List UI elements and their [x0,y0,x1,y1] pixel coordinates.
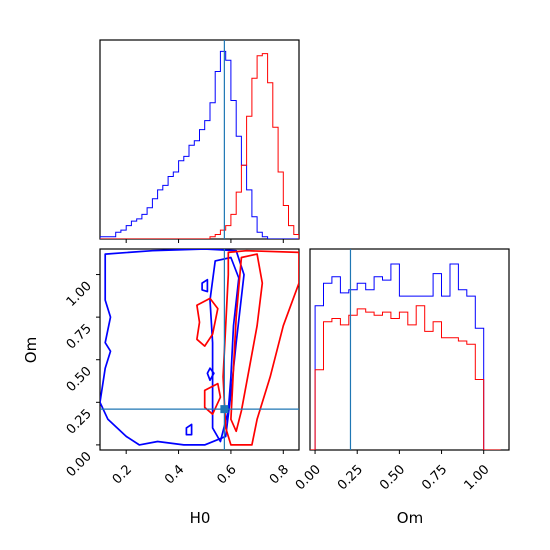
tick-layer: 0.2 0.4 0.6 0.8 0.00 0.25 0.50 0.75 1.000.000.25… [64,239,493,493]
y-axis-label-om: Om [22,337,40,363]
contour-blue-island-3 [201,278,209,293]
contour-y-tick-label-0.25: 0.25 [64,407,95,438]
contour-blue-island-5 [185,423,193,436]
h0-histogram-series-1 [100,50,299,239]
h0-histogram-panel [99,39,300,240]
h0-histogram-series-2 [100,53,299,239]
om-hist-x-tick-label-0.25: 0.25 [335,462,366,493]
contour-y-tick-label-0.50: 0.50 [64,364,95,395]
truth-marker [220,405,229,414]
h0-om-contour-panel [99,248,300,451]
contour-red-inner-7 [230,253,264,433]
contour-x-tick-label-0.2: 0.2 [110,462,135,487]
contour-red-island-8 [196,297,219,347]
om-histogram-panel [309,248,510,451]
contour-x-tick-label-0.4: 0.4 [162,462,187,487]
contour-red-outer-6 [222,249,299,446]
h0-om-contour-frame [99,248,300,451]
contour-x-tick-label-0.6: 0.6 [215,462,240,487]
om-hist-x-tick-label-0.00: 0.00 [293,462,324,493]
contour-y-tick-label-0.00: 0.00 [64,449,95,480]
contour-blue-outer-1 [100,249,245,446]
om-hist-x-tick-label-1.00: 1.00 [461,462,492,493]
om-hist-x-tick-label-0.50: 0.50 [377,462,408,493]
om-histogram-series-2 [310,305,501,450]
x-axis-label-om: Om [397,509,423,527]
om-hist-x-tick-label-0.75: 0.75 [419,462,450,493]
contour-y-tick-label-1.00: 1.00 [64,279,95,310]
om-histogram-series-1 [310,263,501,450]
x-axis-label-h0: H0 [190,509,211,527]
contour-red-island-9 [203,382,222,416]
om-histogram-frame [309,248,510,451]
contour-x-tick-label-0.8: 0.8 [267,462,292,487]
contour-y-tick-label-0.75: 0.75 [64,321,95,352]
contour-blue-island-4 [206,367,215,382]
